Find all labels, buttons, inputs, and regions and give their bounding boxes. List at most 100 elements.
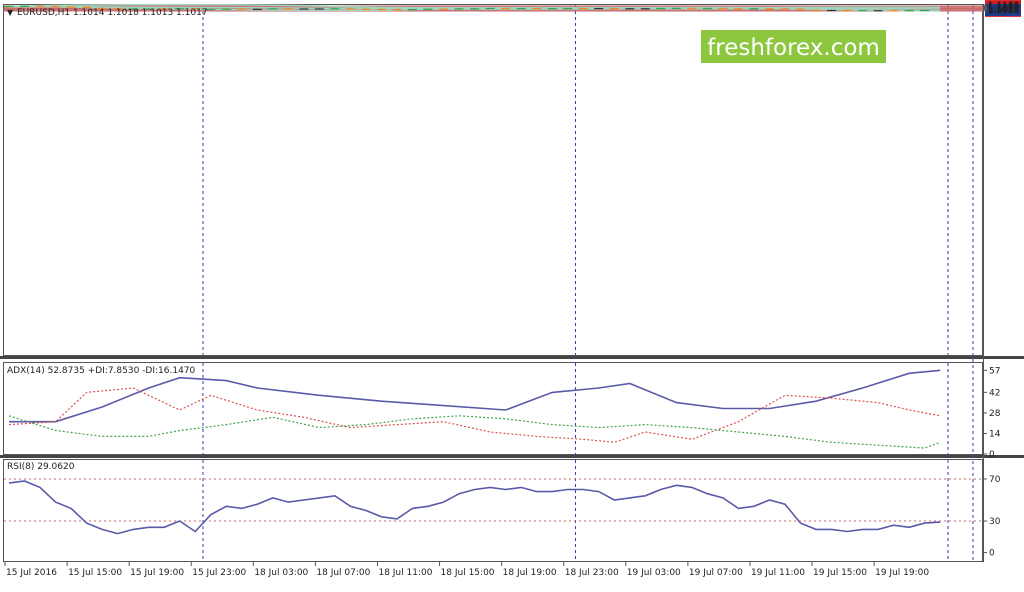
candle [501, 7, 511, 10]
candle [609, 7, 619, 10]
candle [733, 8, 743, 10]
candle-body [811, 9, 821, 11]
rsi-tick-label: 30 [989, 517, 1001, 527]
candle-body [423, 8, 433, 10]
candle-body [66, 6, 76, 8]
candle [687, 7, 697, 9]
candle [889, 10, 899, 12]
candle-body [439, 8, 449, 10]
adx-tick-label: 14 [989, 429, 1001, 439]
candle [873, 10, 883, 12]
adx-series-line [9, 369, 941, 423]
time-tick-label: 18 Jul 11:00 [378, 568, 432, 578]
candle [299, 8, 309, 10]
candle-body [578, 7, 588, 10]
candle-body [113, 8, 123, 10]
bollinger-lower [8, 5, 941, 12]
price-panel-title: EURUSD,H1 1.1014 1.1018 1.1013 1.1017 [17, 8, 208, 18]
candle-body [780, 8, 790, 10]
candle-body [563, 7, 573, 10]
candle [66, 6, 76, 8]
candle [516, 7, 526, 10]
time-axis: 15 Jul 2016 15 Jul 15:00 15 Jul 19:00 15 Ju… [4, 562, 929, 578]
adx-indicator: 57 42 28 14 0 [8, 366, 1001, 460]
candle [314, 8, 324, 10]
candle [563, 7, 573, 10]
candle [392, 8, 402, 11]
candle [796, 8, 806, 10]
candle-body [283, 8, 293, 10]
bollinger-upper [8, 3, 941, 9]
candle [439, 8, 449, 10]
adx-panel-frame [3, 362, 983, 455]
candle-body [516, 7, 526, 10]
chart-menu-triangle-icon[interactable]: ▼ [7, 8, 14, 17]
candle [920, 9, 930, 12]
time-tick-label: 19 Jul 03:00 [627, 568, 681, 578]
adx-tick-label: 28 [989, 409, 1001, 419]
candle [578, 7, 588, 10]
candle-body [345, 8, 355, 10]
time-tick-label: 18 Jul 07:00 [316, 568, 370, 578]
candle [718, 7, 728, 10]
candle-body [299, 8, 309, 10]
time-tick-label: 18 Jul 23:00 [565, 568, 619, 578]
candle [749, 7, 759, 10]
candle [283, 8, 293, 10]
candle-body [796, 8, 806, 10]
price-axis: 1.11551.11351.11151.10951.10751.10551.10… [983, 1, 1020, 17]
candle [470, 8, 480, 10]
time-tick-label: 18 Jul 03:00 [254, 568, 308, 578]
price-tick-label: 1.0995 [988, 7, 1020, 17]
candle [190, 8, 200, 10]
candle [842, 9, 852, 12]
candle-body [671, 7, 681, 9]
time-tick-label: 15 Jul 23:00 [192, 568, 246, 578]
price-panel-frame [3, 4, 983, 356]
candle [159, 8, 169, 10]
adx-tick-label: 42 [989, 388, 1000, 398]
candle-body [4, 5, 14, 8]
candle-body [827, 9, 837, 12]
candle-body [609, 7, 619, 10]
candle [656, 7, 666, 10]
candle [532, 7, 542, 10]
time-tick-label: 18 Jul 19:00 [503, 568, 557, 578]
candle [640, 8, 650, 10]
candle [252, 8, 262, 10]
price-tick-label: 1.1115 [988, 3, 1020, 13]
candle [811, 9, 821, 11]
candle-body [873, 10, 883, 12]
candle [20, 5, 30, 7]
time-tick-label: 15 Jul 2016 [6, 568, 57, 578]
price-tick-label: 1.1055 [988, 5, 1020, 15]
candle-body [594, 7, 604, 10]
candle-body [51, 5, 61, 8]
candle [764, 8, 774, 10]
candle [376, 8, 386, 11]
candle [780, 8, 790, 10]
price-tick-label: 1.1075 [988, 4, 1020, 14]
candle [268, 8, 278, 10]
candle [361, 8, 371, 10]
candle-body [128, 8, 138, 10]
candle-body [532, 7, 542, 10]
candle-body [20, 5, 30, 7]
candles [4, 5, 930, 12]
candle [827, 9, 837, 12]
rsi-series-line [8, 480, 941, 535]
candle-body [408, 9, 418, 11]
candle-body [904, 10, 914, 12]
rsi-panel-frame [3, 459, 983, 562]
rsi-tick-label: 0 [989, 549, 995, 559]
candle [128, 8, 138, 10]
candle-body [175, 8, 185, 10]
price-tick-label: 1.1135 [988, 2, 1020, 12]
candle-body [190, 8, 200, 10]
candle [237, 8, 247, 10]
adx-series-line [8, 387, 941, 443]
candle-body [687, 7, 697, 9]
candle-body [656, 7, 666, 10]
time-tick-label: 18 Jul 15:00 [441, 568, 495, 578]
